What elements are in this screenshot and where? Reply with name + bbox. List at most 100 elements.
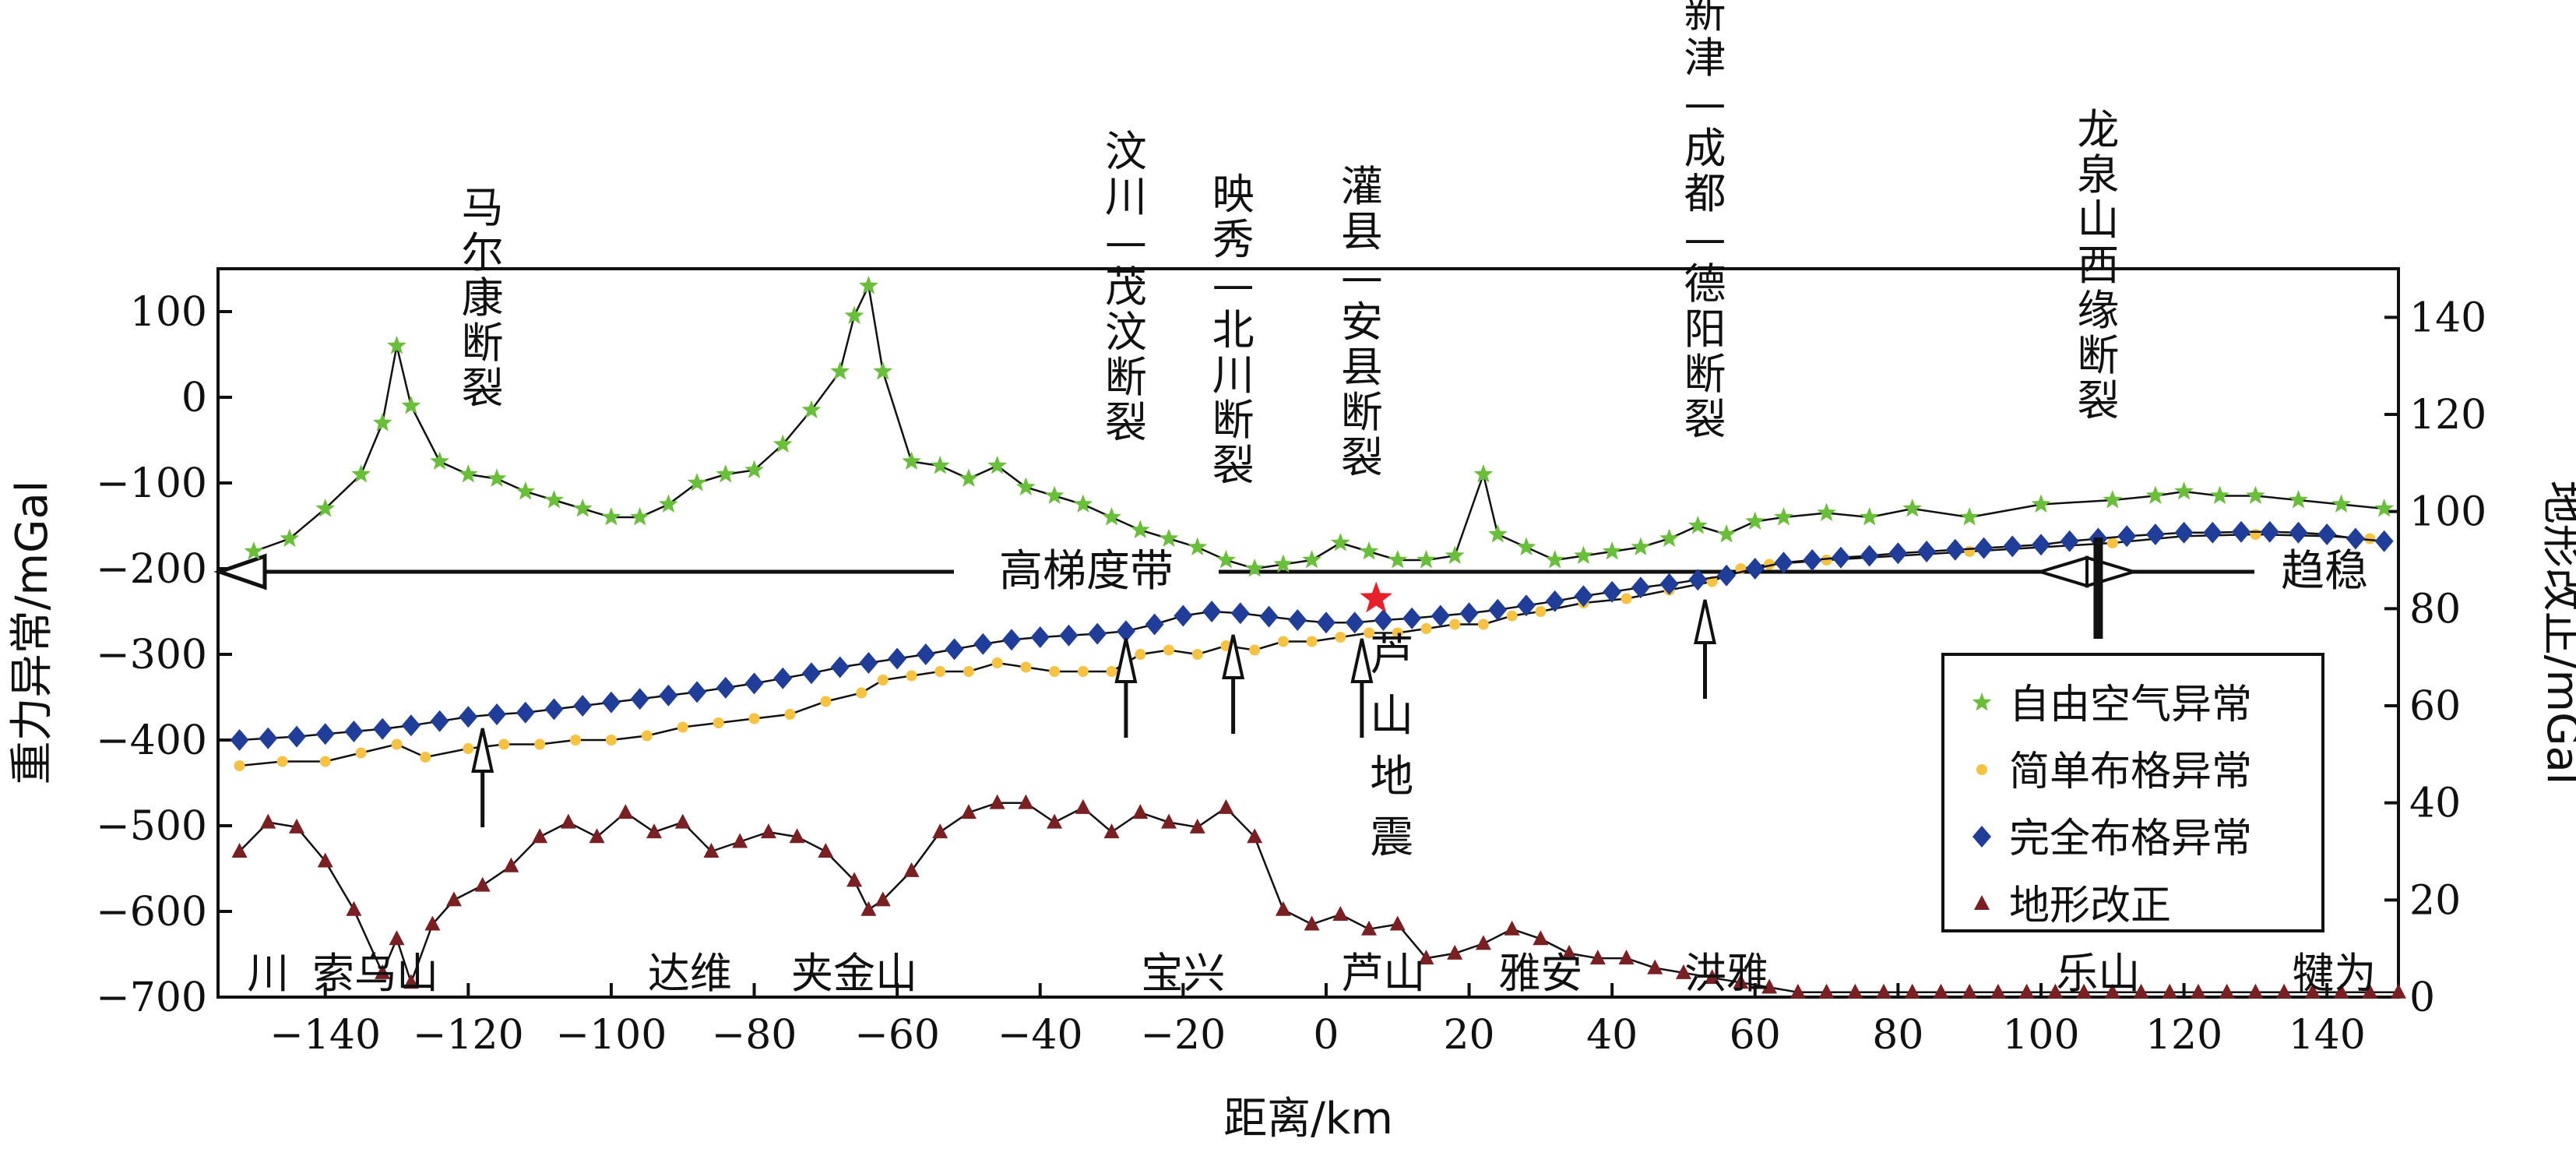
- data-point-0: [1774, 507, 1793, 526]
- data-point-2: [1945, 538, 1965, 561]
- fault-label-char: 阳: [1684, 305, 1726, 354]
- y-right-tick-label: 0: [2409, 975, 2435, 1021]
- data-point-3: [1189, 818, 1205, 834]
- fault-label-char: 县: [1341, 207, 1383, 256]
- fault-label-char: —: [1684, 79, 1726, 128]
- data-point-1: [498, 738, 510, 750]
- data-point-0: [1330, 533, 1350, 552]
- data-point-0: [372, 413, 392, 432]
- data-point-2: [716, 676, 735, 699]
- fault-label-char: 茂: [1105, 263, 1147, 312]
- fault-label-char: 断: [462, 319, 504, 368]
- data-point-2: [973, 633, 993, 655]
- data-point-0: [401, 396, 421, 414]
- earthquake-star-icon: [1360, 581, 1393, 613]
- stable-marker-left: [2035, 555, 2089, 588]
- y-left-tick-label: −100: [96, 460, 207, 507]
- data-point-0: [2246, 485, 2265, 504]
- earthquake-label-char: 震: [1370, 812, 1413, 863]
- data-point-2: [801, 662, 821, 685]
- y-axis-left: 100 0 −100 −200 −300 −400 −500 −600 −700: [96, 289, 232, 1021]
- fault-label-char: 断: [2077, 331, 2119, 380]
- data-point-3: [2219, 983, 2235, 999]
- legend-box: [1941, 653, 2324, 932]
- data-point-0: [1273, 554, 1293, 573]
- y-right-tick-label: 120: [2409, 392, 2486, 439]
- data-point-3: [1389, 915, 1406, 931]
- data-point-2: [459, 706, 478, 728]
- data-point-0: [687, 473, 707, 492]
- data-point-0: [844, 305, 864, 324]
- data-point-0: [2374, 499, 2394, 517]
- fault-label-char: 新: [1684, 0, 1726, 37]
- data-point-3: [989, 794, 1005, 809]
- data-point-1: [1306, 636, 1318, 647]
- data-point-0: [315, 499, 336, 517]
- data-point-3: [2276, 983, 2293, 999]
- data-point-3: [1218, 798, 1234, 814]
- data-point-3: [1361, 920, 1378, 936]
- data-point-1: [748, 713, 760, 724]
- data-point-0: [744, 460, 764, 478]
- data-point-2: [1488, 598, 1508, 621]
- fault-label-char: —: [1212, 260, 1255, 309]
- legend-marker: [1974, 895, 1990, 910]
- y-left-tick-label: −700: [96, 975, 207, 1021]
- data-point-2: [1774, 552, 1793, 574]
- x-tick-label: −20: [1140, 1012, 1226, 1059]
- data-point-0: [430, 451, 449, 470]
- data-point-1: [420, 752, 431, 763]
- series-line-2: [239, 530, 2384, 742]
- data-point-3: [1447, 944, 1463, 960]
- data-point-2: [2232, 520, 2251, 543]
- data-point-0: [516, 481, 536, 500]
- data-point-1: [570, 735, 582, 745]
- data-point-3: [1160, 813, 1177, 829]
- data-point-2: [544, 698, 564, 721]
- legend-marker: [1972, 693, 1992, 711]
- data-point-1: [1506, 610, 1518, 622]
- data-point-0: [572, 499, 593, 517]
- fault-label-char: 川: [1212, 351, 1255, 400]
- data-point-3: [1962, 983, 1978, 999]
- data-point-1: [856, 687, 867, 699]
- data-point-1: [1449, 619, 1461, 630]
- data-point-0: [772, 434, 793, 453]
- y-axis-right-label: 地形改正/mGal: [2537, 481, 2576, 785]
- data-point-0: [1688, 516, 1708, 534]
- x-tick-label: −60: [854, 1012, 940, 1059]
- data-point-1: [677, 721, 688, 733]
- data-point-2: [659, 684, 678, 707]
- data-point-1: [1049, 666, 1061, 677]
- y-right-tick-label: 40: [2409, 781, 2461, 827]
- data-point-0: [2145, 485, 2166, 504]
- fault-label-char: 裂: [1105, 398, 1147, 447]
- data-point-1: [463, 743, 474, 754]
- fault-label-char: 西: [2077, 241, 2119, 290]
- data-point-2: [1145, 613, 1164, 636]
- data-point-2: [916, 643, 935, 665]
- data-point-0: [1159, 528, 1179, 547]
- fault-label-char: 裂: [1341, 433, 1383, 482]
- data-point-2: [1659, 573, 1679, 595]
- data-point-2: [1088, 622, 1107, 645]
- data-point-1: [1249, 644, 1261, 656]
- data-point-3: [646, 823, 662, 839]
- y-right-tick-label: 20: [2409, 877, 2461, 924]
- data-point-0: [1574, 545, 1593, 564]
- data-point-2: [1116, 620, 1135, 643]
- data-point-3: [760, 823, 776, 839]
- data-point-0: [830, 361, 850, 380]
- data-point-3: [1818, 983, 1835, 999]
- data-point-2: [344, 721, 364, 742]
- fault-label-char: 裂: [462, 364, 504, 413]
- data-point-2: [1230, 602, 1250, 625]
- earthquake: 芦山地震: [1360, 581, 1413, 863]
- data-point-1: [2106, 537, 2118, 548]
- data-point-3: [618, 804, 634, 819]
- data-point-0: [987, 456, 1007, 474]
- data-point-1: [276, 756, 288, 767]
- data-point-3: [1103, 823, 1120, 839]
- data-point-2: [2003, 535, 2022, 558]
- y-left-tick-label: 0: [181, 375, 207, 421]
